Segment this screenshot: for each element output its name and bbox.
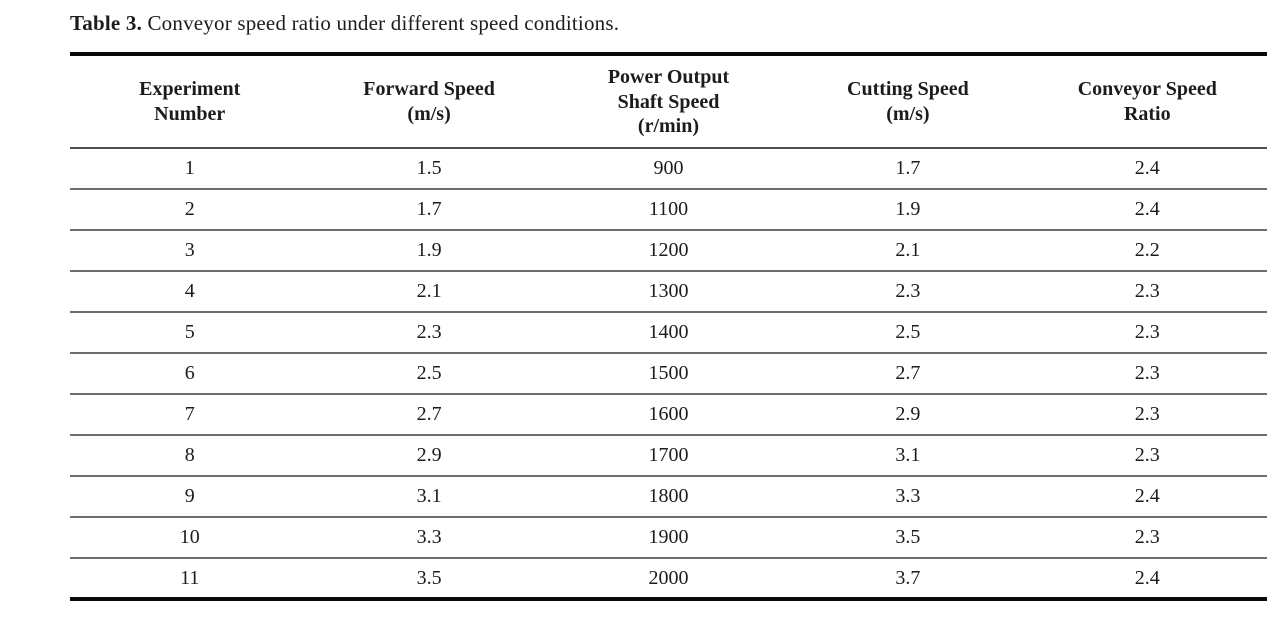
table-cell: 1	[184, 157, 195, 180]
column-header-cutting-speed: Cutting Speed (m/s)	[788, 54, 1028, 150]
column-header-conveyor-speed-ratio: Conveyor Speed Ratio	[1027, 54, 1267, 150]
table-cell: 3.3	[788, 475, 1028, 518]
table-cell: 2.1	[788, 229, 1028, 272]
table-cell: 1.7	[895, 157, 921, 180]
table-body: 1 1.5 900 1.7 2.4 2 1.7 1100 1.9 2.4 3 1.9 1200 2.1 2.…	[70, 148, 1267, 600]
table-cell: 10	[70, 516, 310, 559]
table-cell: 1.5	[416, 157, 442, 180]
table-cell: 1.9	[309, 229, 549, 272]
table-cell: 2.4	[1027, 188, 1267, 231]
table-row: 1 1.5 900 1.7 2.4	[70, 148, 1267, 189]
table-cell: 2	[70, 188, 310, 231]
table-cell: 900	[653, 157, 684, 180]
table-cell: 3.3	[309, 516, 549, 559]
table-cell: 9	[70, 475, 310, 518]
table-cell: 1.7	[309, 188, 549, 231]
table-cell: 2.7	[788, 352, 1028, 395]
table-cell: 2.3	[1027, 270, 1267, 313]
table-row: 2 1.7 1100 1.9 2.4	[70, 188, 1267, 231]
table-row: 6 2.5 1500 2.7 2.3	[70, 352, 1267, 395]
table-caption-text: Conveyor speed ratio under different spe…	[142, 11, 620, 35]
table-cell: 2.4	[1027, 475, 1267, 518]
table-cell: 1400	[548, 311, 789, 354]
table-cell: 5	[70, 311, 310, 354]
table-cell: 1.9	[788, 188, 1028, 231]
table-cell: 3.1	[309, 475, 549, 518]
table-cell: 2.3	[1027, 311, 1267, 354]
table-cell: 7	[70, 393, 310, 436]
table-cell: 11	[70, 557, 310, 600]
table-caption: Table 3. Conveyor speed ratio under diff…	[70, 10, 1267, 36]
table-cell: 2.5	[788, 311, 1028, 354]
table-cell: 2.9	[309, 434, 549, 477]
table-row: 7 2.7 1600 2.9 2.3	[70, 393, 1267, 436]
table-cell: 6	[70, 352, 310, 395]
table-row: 11 3.5 2000 3.7 2.4	[70, 557, 1267, 600]
table-cell: 8	[70, 434, 310, 477]
table-cell: 2.3	[1027, 352, 1267, 395]
document-page: Table 3. Conveyor speed ratio under diff…	[70, 10, 1267, 602]
table-row: 8 2.9 1700 3.1 2.3	[70, 434, 1267, 477]
table-cell: 3.7	[788, 557, 1028, 600]
data-table: Experiment Number Forward Speed (m/s) Po…	[70, 52, 1267, 602]
table-cell: 2.3	[1027, 434, 1267, 477]
table-cell: 1300	[548, 270, 789, 313]
table-cell: 2.3	[309, 311, 549, 354]
table-cell: 1800	[548, 475, 789, 518]
table-cell: 1500	[548, 352, 789, 395]
table-header-row: Experiment Number Forward Speed (m/s) Po…	[70, 54, 1267, 150]
table-cell: 1700	[548, 434, 789, 477]
table-row: 9 3.1 1800 3.3 2.4	[70, 475, 1267, 518]
table-cell: 3.1	[788, 434, 1028, 477]
table-cell: 1900	[548, 516, 789, 559]
column-header-experiment-number: Experiment Number	[70, 54, 310, 150]
table-cell: 2.4	[1027, 557, 1267, 600]
table-cell: 2000	[548, 557, 789, 600]
table-cell: 1600	[548, 393, 789, 436]
table-cell: 2.5	[309, 352, 549, 395]
table-cell: 3.5	[309, 557, 549, 600]
table-header: Experiment Number Forward Speed (m/s) Po…	[70, 54, 1267, 150]
table-cell: 2.7	[309, 393, 549, 436]
table-cell: 2.3	[788, 270, 1028, 313]
table-cell: 2.3	[1027, 393, 1267, 436]
table-row: 3 1.9 1200 2.1 2.2	[70, 229, 1267, 272]
table-cell: 2.1	[309, 270, 549, 313]
table-cell: 2.2	[1027, 229, 1267, 272]
table-cell: 3	[70, 229, 310, 272]
table-cell: 2.4	[1134, 157, 1160, 180]
table-cell: 1200	[548, 229, 789, 272]
table-row: 4 2.1 1300 2.3 2.3	[70, 270, 1267, 313]
table-cell: 4	[70, 270, 310, 313]
table-cell: 3.5	[788, 516, 1028, 559]
table-cell: 2.3	[1027, 516, 1267, 559]
table-row: 5 2.3 1400 2.5 2.3	[70, 311, 1267, 354]
table-cell: 2.9	[788, 393, 1028, 436]
table-caption-label: Table 3.	[70, 11, 143, 35]
column-header-forward-speed: Forward Speed (m/s)	[309, 54, 549, 150]
table-row: 10 3.3 1900 3.5 2.3	[70, 516, 1267, 559]
column-header-power-output-shaft-speed: Power Output Shaft Speed (r/min)	[548, 54, 789, 150]
table-cell: 1100	[548, 188, 789, 231]
